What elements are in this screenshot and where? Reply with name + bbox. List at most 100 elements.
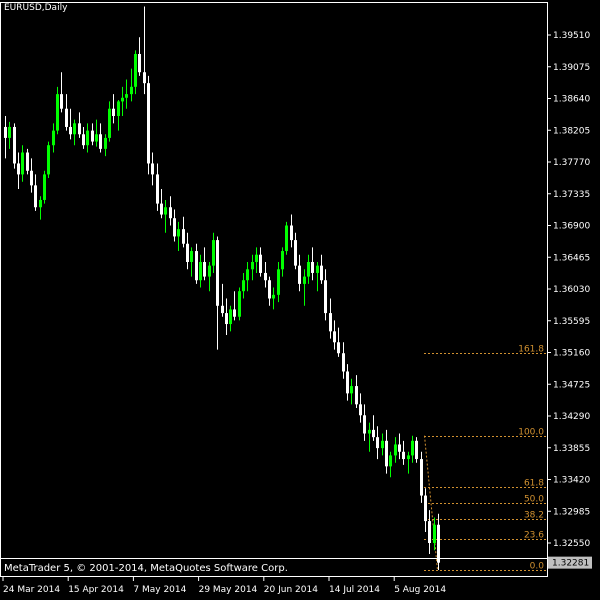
y-tick-label: 1.39510 xyxy=(553,31,590,41)
price-axis[interactable]: 1.39510 1.39075 1.38640 1.38205 1.37770 1.373… xyxy=(547,31,590,549)
candle xyxy=(147,75,150,175)
candle-body xyxy=(112,108,115,117)
candle-body xyxy=(277,269,280,295)
candle-body xyxy=(69,126,72,135)
candle xyxy=(221,283,224,317)
candle-body xyxy=(43,174,46,200)
candle xyxy=(359,393,362,423)
candle-body xyxy=(294,240,297,266)
x-tick-label: 20 Jun 2014 xyxy=(264,585,318,595)
candle xyxy=(242,272,245,299)
candle-body xyxy=(355,386,358,405)
candle-body xyxy=(108,108,111,138)
candle xyxy=(134,50,137,95)
candle-body xyxy=(169,207,172,219)
candle xyxy=(255,247,258,273)
candlestick-series xyxy=(4,6,440,571)
y-tick-label: 1.39075 xyxy=(553,63,590,73)
candle-body xyxy=(182,229,185,244)
candle xyxy=(160,189,163,219)
candle-body xyxy=(415,440,418,460)
fibo-level-label: 61.8 xyxy=(524,479,544,489)
candle-body xyxy=(73,123,76,135)
candle xyxy=(108,101,111,142)
candle-body xyxy=(199,261,202,281)
candle-body xyxy=(134,53,137,87)
candle-body xyxy=(307,261,310,277)
candle-body xyxy=(311,261,314,273)
candle-body xyxy=(233,309,236,317)
candle xyxy=(82,126,85,149)
candle xyxy=(246,261,249,292)
candle-body xyxy=(251,261,254,270)
candle-body xyxy=(34,185,37,208)
candle xyxy=(264,261,267,288)
candle xyxy=(99,123,102,153)
candle xyxy=(34,174,37,211)
candle-body xyxy=(177,229,180,237)
candle xyxy=(52,123,55,153)
y-tick-label: 1.36030 xyxy=(553,285,590,295)
fibonacci-retracement[interactable]: 161.8 100.0 61.8 50.0 38.2 23.6 0.0 xyxy=(424,345,546,572)
candle-body xyxy=(402,451,405,460)
time-axis[interactable]: 24 Mar 2014 15 Apr 2014 7 May 2014 29 May 2… xyxy=(2,577,446,595)
candle xyxy=(60,72,63,113)
candle-body xyxy=(203,261,206,277)
current-price-label: 1.32281 xyxy=(552,559,589,569)
candle xyxy=(268,276,271,306)
candle xyxy=(112,94,115,124)
candle-body xyxy=(407,455,410,460)
candle-body xyxy=(60,94,63,109)
candle xyxy=(376,426,379,460)
candle-body xyxy=(208,265,211,277)
candle-body xyxy=(424,495,427,522)
y-tick-label: 1.36900 xyxy=(553,222,590,232)
y-tick-label: 1.32550 xyxy=(553,539,590,549)
candle-body xyxy=(281,251,284,270)
candle xyxy=(43,170,46,204)
candle-body xyxy=(337,342,340,354)
candle xyxy=(65,94,68,131)
candle-body xyxy=(316,265,319,273)
y-tick-label: 1.34290 xyxy=(553,412,590,422)
candle-body xyxy=(238,291,241,317)
candle-body xyxy=(398,444,401,452)
candle xyxy=(381,433,384,456)
candle xyxy=(420,451,423,503)
y-tick-label: 1.38640 xyxy=(553,95,590,105)
candle-body xyxy=(242,280,245,292)
candle-body xyxy=(437,524,440,563)
candle-body xyxy=(389,455,392,467)
candle xyxy=(199,254,202,288)
fibo-trendline[interactable] xyxy=(424,435,438,571)
candle-body xyxy=(21,152,24,175)
fibo-level-label: 0.0 xyxy=(530,562,545,572)
candle xyxy=(277,261,280,303)
candle xyxy=(86,123,89,153)
candle xyxy=(216,236,219,350)
candle xyxy=(398,433,401,460)
candle-body xyxy=(221,305,224,314)
y-tick-label: 1.38205 xyxy=(553,126,590,136)
fibo-level-label: 100.0 xyxy=(518,428,544,438)
candle-body xyxy=(329,313,332,332)
candle-body xyxy=(268,280,271,299)
candle-body xyxy=(186,243,189,262)
candle xyxy=(4,116,7,159)
candle xyxy=(433,517,436,551)
candle xyxy=(104,134,107,157)
candle xyxy=(251,254,254,281)
candle xyxy=(394,437,397,463)
candle-body xyxy=(290,225,293,241)
candle xyxy=(21,145,24,182)
candle xyxy=(372,415,375,441)
candle xyxy=(363,404,366,441)
candle xyxy=(130,68,133,102)
candle xyxy=(39,196,42,220)
candle xyxy=(337,327,340,357)
candle-body xyxy=(324,280,327,314)
candle xyxy=(208,261,211,292)
candle xyxy=(203,247,206,281)
candle xyxy=(385,429,388,474)
